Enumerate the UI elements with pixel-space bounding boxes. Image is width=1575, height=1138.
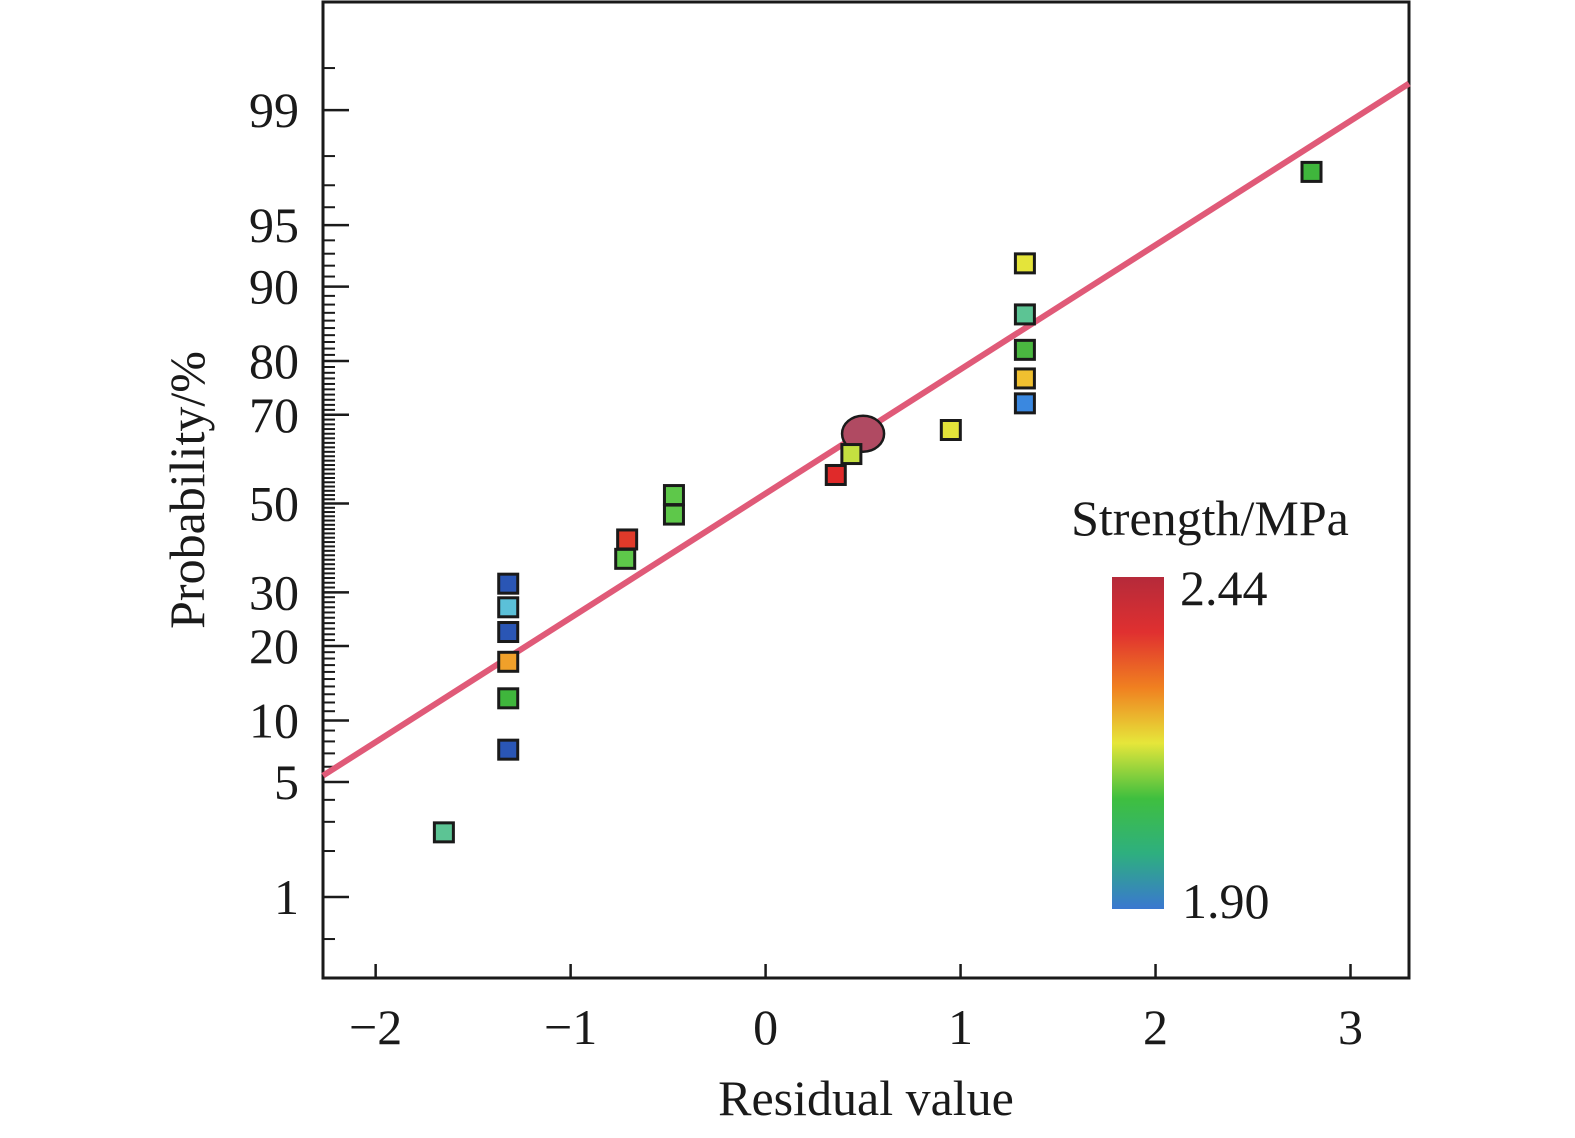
x-tick-label: 3 xyxy=(1338,999,1363,1055)
y-tick-label: 5 xyxy=(274,754,299,810)
colorbar-gradient xyxy=(1112,577,1164,909)
y-tick-label: 99 xyxy=(249,82,299,138)
highlight-point xyxy=(840,414,886,453)
colorbar-max-label: 2.44 xyxy=(1180,560,1268,616)
y-tick-label: 1 xyxy=(274,869,299,925)
data-point xyxy=(497,596,520,619)
data-point xyxy=(1013,252,1036,275)
data-point xyxy=(1013,367,1036,390)
data-point xyxy=(1013,392,1036,415)
data-point xyxy=(497,572,520,595)
x-tick-label: 0 xyxy=(753,999,778,1055)
data-point xyxy=(662,503,685,526)
x-tick-label: −2 xyxy=(349,999,402,1055)
data-point xyxy=(432,821,455,844)
data-point xyxy=(614,547,637,570)
y-tick-label: 90 xyxy=(249,259,299,315)
data-point xyxy=(662,484,685,507)
y-axis-title: Probability/% xyxy=(159,351,215,629)
y-tick-label: 30 xyxy=(249,564,299,620)
data-point xyxy=(824,463,847,486)
data-point xyxy=(497,738,520,761)
x-axis-ticks: −2 −1 0 1 2 3 xyxy=(349,964,1363,1055)
data-point xyxy=(497,650,520,673)
data-point xyxy=(939,419,962,442)
plot-area xyxy=(321,81,1411,844)
x-tick-label: 2 xyxy=(1143,999,1168,1055)
x-tick-label: 1 xyxy=(948,999,973,1055)
colorbar-min-label: 1.90 xyxy=(1182,873,1270,929)
colorbar: Strength/MPa 2.44 1.90 xyxy=(1071,490,1349,929)
y-tick-label: 95 xyxy=(249,197,299,253)
data-point xyxy=(497,687,520,710)
x-tick-label: −1 xyxy=(544,999,597,1055)
y-tick-label: 10 xyxy=(249,693,299,749)
data-point xyxy=(1013,338,1036,361)
x-axis-title: Residual value xyxy=(718,1070,1014,1126)
data-point xyxy=(497,621,520,644)
data-point xyxy=(1013,303,1036,326)
colorbar-title: Strength/MPa xyxy=(1071,490,1349,546)
data-point xyxy=(1300,160,1323,183)
y-tick-label: 80 xyxy=(249,333,299,389)
y-tick-label: 50 xyxy=(249,476,299,532)
y-tick-label: 70 xyxy=(249,387,299,443)
y-tick-label: 20 xyxy=(249,618,299,674)
data-point xyxy=(840,443,863,466)
data-point xyxy=(616,528,639,551)
